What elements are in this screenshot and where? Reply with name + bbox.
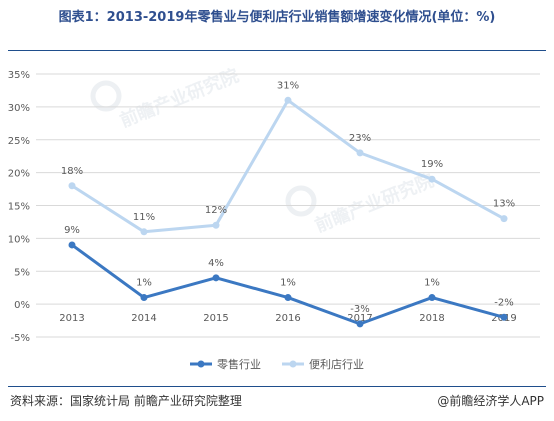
chart-title: 图表1：2013-2019年零售业与便利店行业销售额增速变化情况(单位：%) [58,10,496,25]
source-note: 资料来源：国家统计局 前瞻产业研究院整理 [10,394,242,408]
data-point [428,175,436,183]
data-label: 13% [493,199,515,210]
data-label: 12% [205,205,227,216]
data-point [140,294,148,302]
legend-label: 零售行业 [217,357,261,371]
title-rule [8,50,546,51]
data-point [356,149,364,157]
data-label: 31% [277,80,299,91]
x-tick-label: 2018 [419,313,444,324]
y-tick-label: 35% [8,70,30,81]
y-tick-label: -5% [11,333,30,344]
data-label: 1% [424,278,440,289]
y-tick-label: 10% [8,234,30,245]
data-point [140,228,148,236]
data-point [500,215,508,223]
data-label: 4% [208,258,224,269]
x-tick-label: 2014 [131,313,156,324]
y-tick-label: 20% [8,169,30,180]
data-point [284,294,292,302]
y-tick-label: 5% [14,267,30,278]
data-label: 19% [421,159,443,170]
data-point [212,221,220,229]
data-point [500,313,508,321]
y-tick-label: 30% [8,103,30,114]
data-label: -2% [494,297,513,308]
data-label: 1% [280,278,296,289]
data-label: -3% [350,304,369,315]
x-tick-label: 2017 [347,313,372,324]
data-label: 23% [349,133,371,144]
watermark-logo-icon [90,80,122,112]
x-tick-label: 2013 [59,313,84,324]
x-tick-label: 2015 [203,313,228,324]
watermark-text: 前瞻产业研究院 [312,169,437,237]
data-point [68,182,76,190]
credit-note: @前瞻经济学人APP [437,394,544,408]
data-point [356,320,364,328]
footer-rule [8,386,546,387]
data-label: 18% [61,166,83,177]
data-point [428,294,436,302]
legend-marker [197,360,205,368]
data-label: 9% [64,225,80,236]
watermark-logo-icon [285,185,317,217]
data-point [68,241,76,249]
data-label: 11% [133,212,155,223]
data-label: 1% [136,278,152,289]
y-tick-label: 15% [8,202,30,213]
legend-marker [289,360,297,368]
x-tick-label: 2016 [275,313,300,324]
legend-label: 便利店行业 [309,357,364,371]
y-tick-label: 0% [14,300,30,311]
data-point [284,96,292,104]
data-point [212,274,220,282]
y-tick-label: 25% [8,136,30,147]
